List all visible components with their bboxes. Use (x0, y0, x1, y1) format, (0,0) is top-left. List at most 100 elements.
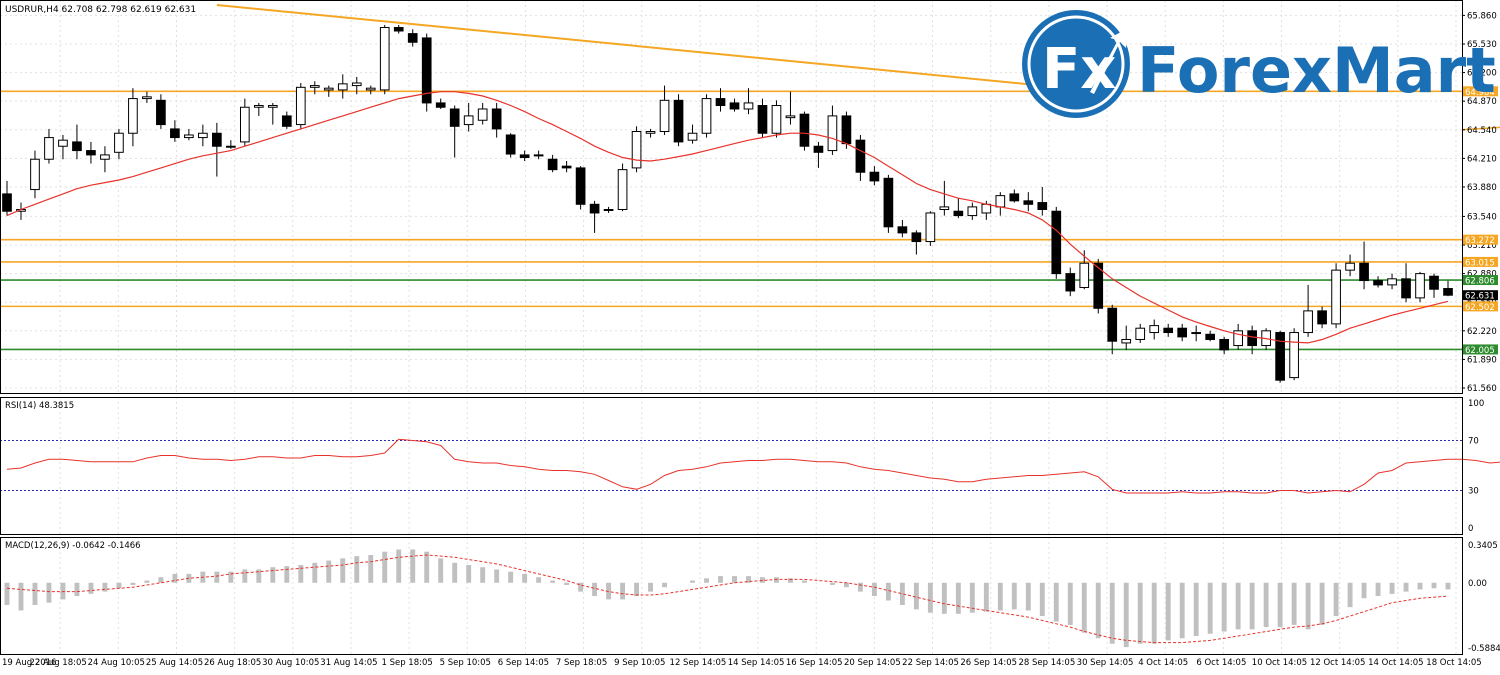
bearish-candle (841, 115, 852, 145)
bullish-candle (1289, 332, 1299, 379)
price-axis-label: 63.210 (1467, 241, 1497, 251)
bullish-candle (603, 208, 614, 211)
bullish-candle (1303, 310, 1313, 334)
rsi-line (6, 438, 1500, 494)
current-price-label: 62.631 (1465, 292, 1495, 302)
price-axis-label: 64.870 (1467, 97, 1497, 107)
time-axis-label: 18 Oct 14:05 (1426, 658, 1481, 668)
bullish-candle (128, 98, 138, 134)
bearish-candle (869, 171, 880, 182)
bearish-candle (519, 154, 530, 159)
bearish-candle (1009, 193, 1020, 202)
bullish-candle (198, 132, 208, 139)
bearish-candle (170, 128, 180, 139)
bullish-candle (337, 83, 348, 91)
macd-signal-line (6, 554, 1449, 644)
bullish-candle (1135, 327, 1146, 340)
bullish-candle (701, 98, 712, 134)
time-axis-label: 22 Sep 14:05 (902, 658, 959, 668)
bearish-candle (673, 99, 684, 143)
bearish-candle (1205, 333, 1216, 340)
time-axis-label: 26 Aug 18:05 (204, 658, 261, 668)
bearish-candle (911, 232, 922, 243)
time-axis-label: 10 Oct 14:05 (1252, 658, 1307, 668)
current-price-tag (1462, 290, 1498, 301)
bearish-candle (1219, 338, 1229, 351)
bearish-candle (1359, 262, 1369, 282)
bearish-candle (1275, 332, 1285, 381)
rsi-title: RSI(14) 48.3815 (5, 401, 74, 411)
trend-line (216, 4, 1043, 87)
level-price-tag (1462, 275, 1498, 286)
bearish-candle (86, 150, 96, 156)
bearish-candle (813, 145, 824, 153)
bearish-candle (1401, 278, 1411, 299)
bullish-candle (379, 27, 390, 91)
bullish-candle (44, 137, 54, 160)
bearish-candle (491, 108, 502, 130)
bearish-candle (799, 113, 810, 147)
bullish-candle (687, 132, 698, 141)
level-price-tag (1462, 234, 1498, 245)
logo-ring (1027, 15, 1125, 113)
bearish-candle (2, 193, 12, 212)
bearish-candle (855, 139, 866, 173)
bullish-candle (295, 86, 306, 126)
time-axis-label: 12 Sep 14:05 (670, 658, 727, 668)
bullish-candle (1415, 273, 1425, 299)
logo-circle (1022, 10, 1130, 118)
bearish-candle (715, 98, 726, 107)
bullish-candle (1149, 325, 1160, 334)
time-axis-label: 14 Sep 14:05 (728, 658, 785, 668)
grid-layer (0, 0, 1462, 654)
price-axis-label: 64.210 (1467, 154, 1497, 164)
bearish-candle (589, 203, 600, 214)
logo-name: ForexMart (1137, 34, 1496, 107)
bearish-candle (1373, 280, 1383, 286)
bearish-candle (407, 33, 418, 43)
macd-title: MACD(12,26,9) -0.0642 -0.1466 (5, 541, 141, 551)
bearish-candle (883, 177, 894, 228)
time-axis-label: 20 Sep 14:05 (844, 658, 901, 668)
price-axis-label: 62.880 (1467, 270, 1497, 280)
bullish-candle (827, 115, 838, 152)
level-price-tag (1462, 301, 1498, 312)
bullish-candle (925, 212, 936, 243)
bearish-candle (953, 210, 964, 217)
bullish-candle (309, 85, 320, 88)
bearish-candle (1107, 307, 1118, 342)
bullish-candle (184, 134, 194, 139)
time-axis-label: 24 Aug 10:05 (88, 658, 145, 668)
time-axis-label: 30 Sep 14:05 (1077, 658, 1134, 668)
price-axis-label: 65.200 (1467, 69, 1497, 79)
price-axis-label: 65.860 (1467, 11, 1497, 21)
bearish-candle (575, 167, 586, 205)
price-axis-label: 61.560 (1467, 384, 1497, 394)
bearish-candle (393, 27, 404, 32)
time-axis-label: 9 Sep 10:05 (614, 658, 665, 668)
bearish-candle (1051, 210, 1062, 275)
bearish-candle (1163, 327, 1174, 334)
bearish-candle (1247, 330, 1257, 347)
bullish-candle (771, 105, 782, 134)
panel-frame-main (0, 0, 1463, 394)
bullish-candle (645, 131, 656, 134)
bearish-candle (421, 37, 432, 104)
level-price-tag (1462, 86, 1498, 97)
rsi-axis-label: 100 (1468, 399, 1484, 409)
bullish-candle (100, 154, 110, 160)
moving-average-line (6, 91, 1449, 344)
bullish-candle (659, 99, 670, 133)
price-axis-label: 65.530 (1467, 40, 1497, 50)
bearish-candle (533, 154, 544, 157)
trend-line-continuation (1461, 126, 1500, 131)
bullish-candle (114, 132, 124, 153)
bullish-candle (617, 169, 628, 210)
bearish-candle (1429, 275, 1439, 290)
time-axis-label: 26 Sep 14:05 (960, 658, 1017, 668)
bearish-candle (449, 108, 460, 127)
bullish-candle (1345, 262, 1355, 271)
bearish-candle (1443, 288, 1453, 296)
time-axis-label: 14 Oct 14:05 (1368, 658, 1423, 668)
